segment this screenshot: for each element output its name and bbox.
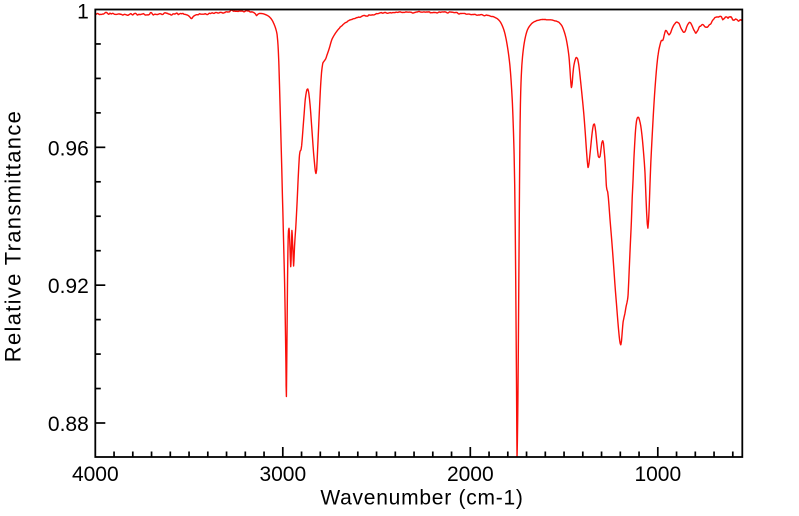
svg-text:Relative Transmittance: Relative Transmittance: [1, 110, 26, 362]
svg-text:1000: 1000: [634, 463, 681, 486]
svg-text:0.96: 0.96: [48, 137, 89, 160]
svg-text:2000: 2000: [447, 463, 494, 486]
svg-text:4000: 4000: [72, 463, 119, 486]
svg-text:0.88: 0.88: [48, 413, 89, 436]
svg-text:0.92: 0.92: [48, 275, 89, 298]
svg-text:Wavenumber (cm-1): Wavenumber (cm-1): [320, 487, 523, 510]
svg-text:3000: 3000: [259, 463, 306, 486]
svg-text:1: 1: [77, 0, 89, 23]
